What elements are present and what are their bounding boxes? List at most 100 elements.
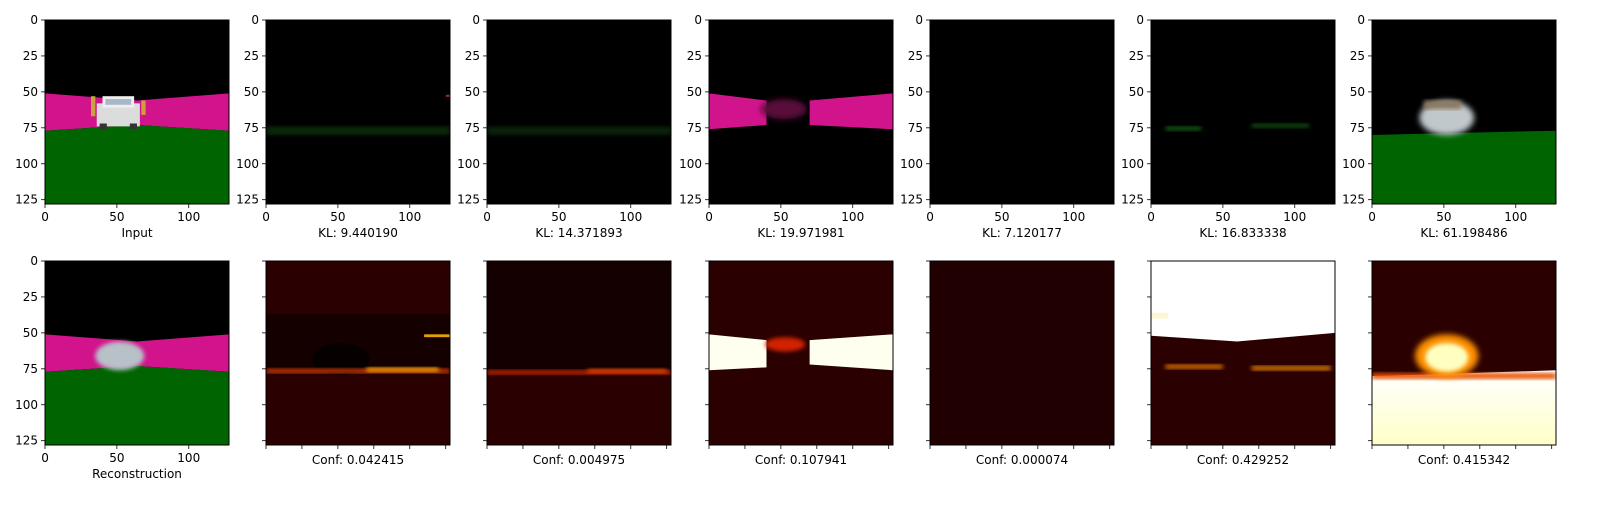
- panel-caption: KL: 9.440190: [318, 226, 398, 240]
- panel-caption: Input: [121, 226, 152, 240]
- panel-frame: [1150, 19, 1336, 205]
- y-tick-label: 125: [15, 193, 38, 207]
- y-tick-label: 25: [1350, 49, 1365, 63]
- y-tick-label: 125: [236, 193, 259, 207]
- panel-caption: Conf: 0.415342: [1418, 453, 1510, 467]
- x-tick-label: 0: [705, 210, 713, 224]
- y-tick-label: 125: [1342, 193, 1365, 207]
- panel-image: [1372, 261, 1556, 445]
- x-tick-label: 100: [841, 210, 864, 224]
- x-tick-label: 100: [619, 210, 642, 224]
- panel-top-3: 0 50 100 0 25 50 75 100 125 KL: 19.971981: [679, 13, 894, 240]
- y-tick-label: 75: [1129, 121, 1144, 135]
- y-tick-label: 50: [1350, 85, 1365, 99]
- panel-image: [709, 261, 893, 445]
- panel-frame: [708, 19, 894, 205]
- panel-top-1: 0 50 100 0 25 50 75 100 125 KL: 9.440190: [236, 13, 451, 240]
- panel-image: [487, 20, 671, 204]
- panel-caption: KL: 16.833338: [1199, 226, 1286, 240]
- panel-frame: [708, 260, 894, 446]
- y-tick-label: 125: [457, 193, 480, 207]
- panel-image: [266, 261, 450, 445]
- panel-caption: Conf: 0.000074: [976, 453, 1068, 467]
- panel-bottom-0: 0 50 100 0 25 50 75 100 125 Reconstruction: [15, 254, 230, 481]
- y-tick-label: 125: [679, 193, 702, 207]
- panel-frame: [486, 260, 672, 446]
- y-tick-label: 100: [1342, 157, 1365, 171]
- panel-image: [487, 261, 671, 445]
- panel-caption: Conf: 0.042415: [312, 453, 404, 467]
- y-tick-label: 25: [465, 49, 480, 63]
- panel-caption: KL: 61.198486: [1420, 226, 1507, 240]
- y-tick-label: 50: [23, 326, 38, 340]
- y-tick-label: 50: [465, 85, 480, 99]
- y-tick-label: 0: [694, 13, 702, 27]
- y-tick-label: 100: [457, 157, 480, 171]
- panel-top-0: 0 50 100 0 25 50 75 100 125 Input: [15, 13, 230, 240]
- y-tick-label: 50: [23, 85, 38, 99]
- x-tick-label: 50: [1215, 210, 1230, 224]
- y-tick-label: 100: [15, 157, 38, 171]
- y-tick-label: 25: [23, 49, 38, 63]
- y-tick-label: 0: [1136, 13, 1144, 27]
- y-tick-label: 100: [15, 398, 38, 412]
- panel-bottom-2: Conf: 0.004975: [483, 260, 672, 467]
- panel-bottom-1: Conf: 0.042415: [262, 260, 451, 467]
- x-tick-label: 0: [926, 210, 934, 224]
- panel-image: [930, 20, 1114, 204]
- y-tick-label: 0: [30, 254, 38, 268]
- panel-image: [1372, 20, 1556, 204]
- panel-caption: KL: 7.120177: [982, 226, 1062, 240]
- x-tick-label: 100: [1062, 210, 1085, 224]
- panel-caption: Conf: 0.004975: [533, 453, 625, 467]
- x-tick-label: 100: [177, 451, 200, 465]
- y-tick-label: 75: [687, 121, 702, 135]
- y-tick-label: 50: [244, 85, 259, 99]
- panel-image: [709, 20, 893, 204]
- y-tick-label: 75: [908, 121, 923, 135]
- y-tick-label: 50: [687, 85, 702, 99]
- y-tick-label: 25: [1129, 49, 1144, 63]
- panel-top-4: 0 50 100 0 25 50 75 100 125 KL: 7.120177: [900, 13, 1115, 240]
- panel-caption: Reconstruction: [92, 467, 182, 481]
- x-tick-label: 50: [773, 210, 788, 224]
- panel-frame: [1150, 260, 1336, 446]
- y-tick-label: 50: [1129, 85, 1144, 99]
- panel-bottom-6: Conf: 0.415342: [1368, 260, 1557, 467]
- y-tick-label: 25: [23, 290, 38, 304]
- panel-bottom-5: Conf: 0.429252: [1147, 260, 1336, 467]
- panel-bottom-4: Conf: 0.000074: [926, 260, 1115, 467]
- panel-frame: [1371, 260, 1557, 446]
- y-tick-label: 25: [908, 49, 923, 63]
- y-tick-label: 100: [900, 157, 923, 171]
- panel-frame: [44, 260, 230, 446]
- x-tick-label: 0: [262, 210, 270, 224]
- y-tick-label: 75: [23, 362, 38, 376]
- x-tick-label: 100: [177, 210, 200, 224]
- y-tick-label: 100: [1121, 157, 1144, 171]
- y-tick-label: 125: [15, 434, 38, 448]
- panel-frame: [486, 19, 672, 205]
- y-tick-label: 75: [465, 121, 480, 135]
- panel-image: [45, 261, 229, 445]
- x-tick-label: 0: [1368, 210, 1376, 224]
- y-tick-label: 25: [687, 49, 702, 63]
- panel-frame: [44, 19, 230, 205]
- x-tick-label: 50: [551, 210, 566, 224]
- panel-top-2: 0 50 100 0 25 50 75 100 125 KL: 14.371893: [457, 13, 672, 240]
- x-tick-label: 0: [41, 210, 49, 224]
- x-tick-label: 100: [1504, 210, 1527, 224]
- x-tick-label: 0: [41, 451, 49, 465]
- y-tick-label: 0: [915, 13, 923, 27]
- panel-image: [930, 261, 1114, 445]
- panel-image: [266, 20, 450, 204]
- x-tick-label: 0: [483, 210, 491, 224]
- y-tick-label: 75: [244, 121, 259, 135]
- panel-frame: [929, 19, 1115, 205]
- y-tick-label: 100: [236, 157, 259, 171]
- y-tick-label: 125: [1121, 193, 1144, 207]
- panel-bottom-3: Conf: 0.107941: [705, 260, 894, 467]
- panel-frame: [265, 260, 451, 446]
- x-tick-label: 50: [109, 451, 124, 465]
